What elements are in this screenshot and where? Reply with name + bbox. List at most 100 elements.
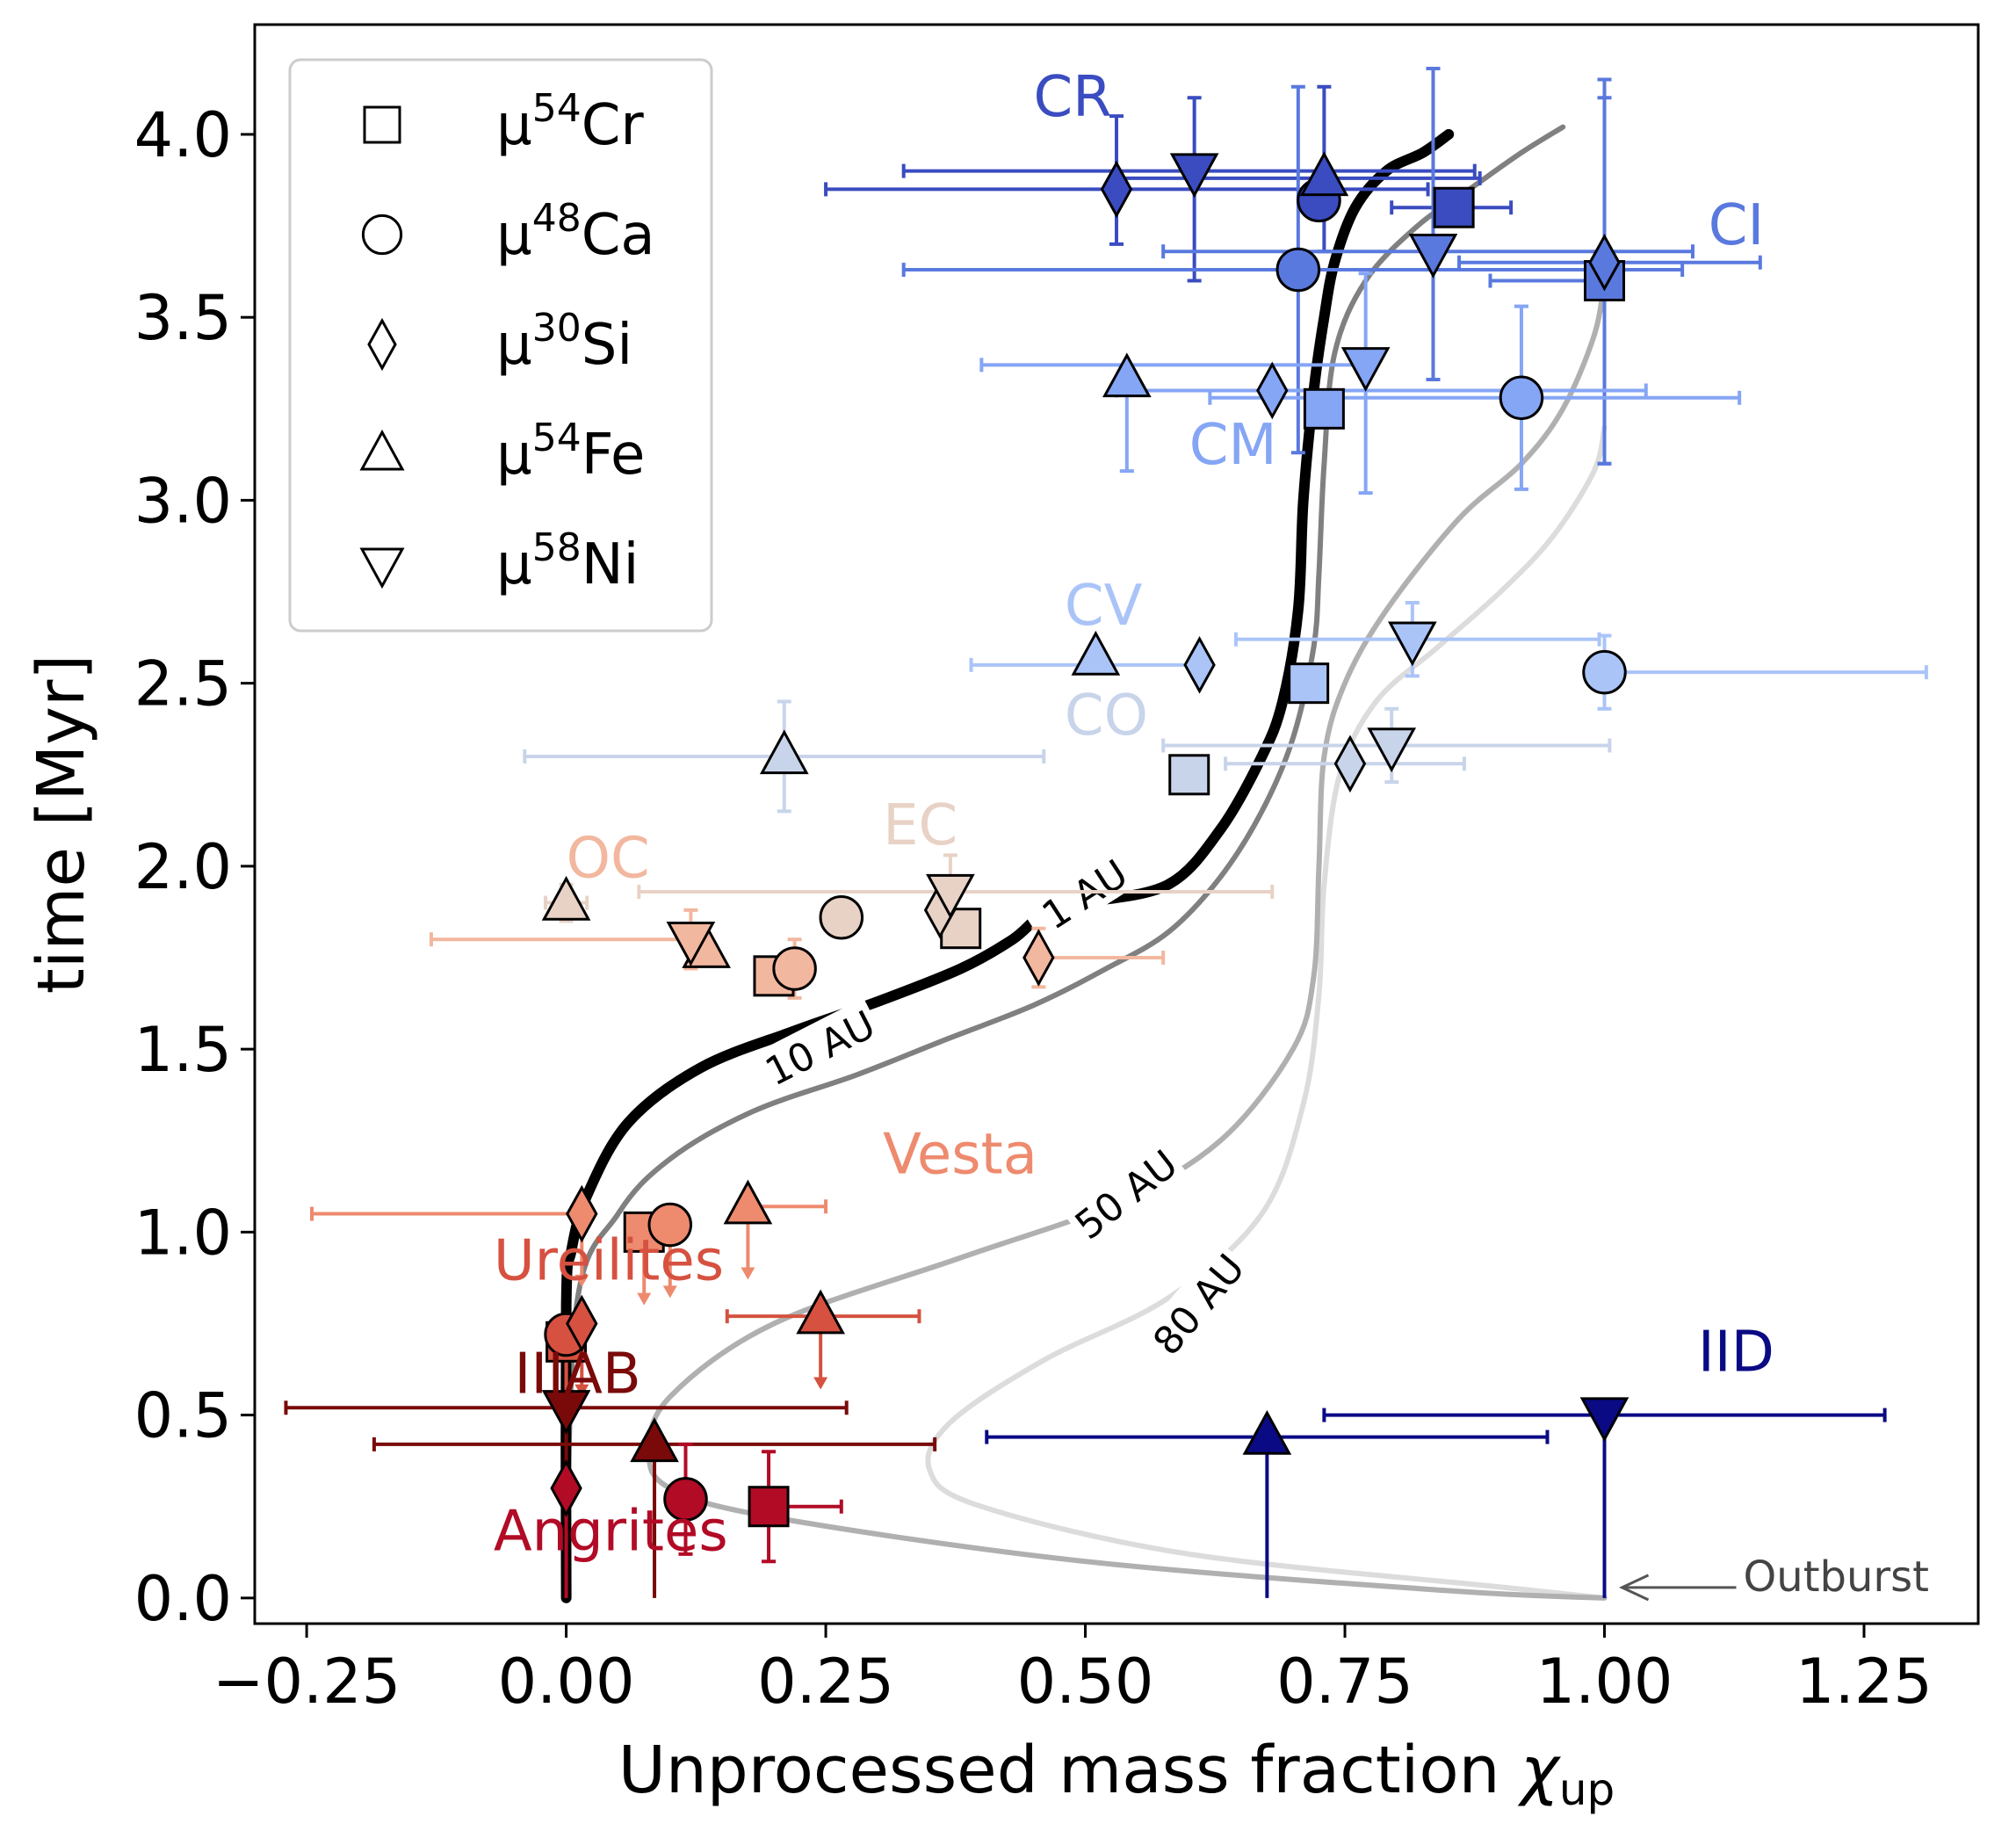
y-axis-title: time [Myr] — [24, 655, 99, 995]
marker-ec-triangle-down — [926, 873, 975, 919]
y-tick-label: 1.0 — [134, 1197, 232, 1269]
marker-ureilites-diamond — [566, 1294, 598, 1353]
marker-oc-triangle-down — [666, 921, 716, 966]
legend-entry-element: Ni — [582, 532, 639, 597]
legend-marker-triangle-down — [359, 547, 405, 590]
marker-cm-circle — [1499, 375, 1544, 421]
upper-limit-arrowhead-vesta — [741, 1267, 755, 1280]
x-tick-label: 1.25 — [1796, 1646, 1933, 1718]
x-axis-title-subscript: up — [1559, 1764, 1615, 1815]
marker-angrites-diamond — [550, 1459, 582, 1517]
upper-limit-arrowhead-vesta — [637, 1292, 652, 1306]
y-tick-label: 1.5 — [134, 1014, 232, 1086]
group-label-co: CO — [1065, 684, 1148, 749]
marker-vesta-diamond — [566, 1184, 598, 1243]
marker-cv-triangle-down — [1388, 621, 1437, 667]
legend-marker-triangle-up — [359, 429, 405, 471]
legend-entry: μ48Ca — [496, 196, 655, 268]
contour-label-background — [1139, 1241, 1254, 1365]
x-tick-label: 1.00 — [1536, 1646, 1673, 1718]
x-tick-label: 0.00 — [498, 1646, 635, 1718]
marker-ureilites-triangle-up — [796, 1289, 845, 1335]
plot-frame — [253, 23, 1980, 1625]
x-tick-label: 0.50 — [1017, 1646, 1154, 1718]
x-axis: −0.25 0.00 0.25 0.50 0.75 1.00 1.25 — [213, 1624, 1933, 1718]
marker-cr-triangle-up — [1299, 151, 1349, 197]
legend-entry-prefix: μ — [496, 313, 532, 378]
y-tick-label: 0.5 — [134, 1380, 232, 1452]
upper-limit-arrowhead-vesta — [662, 1285, 677, 1299]
legend-entry-element: Ca — [582, 203, 655, 268]
marker-vesta-circle — [647, 1202, 693, 1248]
group-label-oc: OC — [567, 826, 650, 891]
legend-entry-prefix: μ — [496, 423, 532, 488]
legend-entry-prefix: μ — [496, 532, 532, 597]
legend-entry-prefix: μ — [496, 93, 532, 158]
marker-ci-diamond — [1588, 233, 1621, 292]
legend-entry-element: Fe — [582, 423, 646, 488]
marker-cv-square — [1288, 662, 1330, 705]
marker-cv-diamond — [1183, 636, 1216, 694]
group-label-iiiab: IIIAB — [514, 1342, 640, 1407]
marker-cm-square — [1303, 387, 1345, 430]
legend-entry: μ54Cr — [496, 86, 644, 158]
group-labels: CR CI CM CV CO EC OC Vesta Ureilites IIIAB Angrite… — [494, 65, 1774, 1565]
legend-entry-superscript: 58 — [532, 525, 582, 570]
y-tick-label: 3.5 — [134, 282, 232, 354]
group-label-cr: CR — [1033, 65, 1111, 130]
legend-entry-superscript: 30 — [532, 306, 582, 351]
marker-ec-circle — [819, 894, 864, 940]
legend-entry-superscript: 54 — [532, 416, 582, 460]
marker-cm-diamond — [1256, 361, 1289, 420]
x-axis-title-symbol: χ — [1517, 1733, 1562, 1808]
group-label-cv: CV — [1065, 574, 1143, 639]
x-tick-label: 0.75 — [1276, 1646, 1413, 1718]
marker-ec-triangle-up — [541, 875, 591, 921]
outburst-arrow-head — [1618, 1574, 1650, 1602]
marker-angrites-square — [748, 1486, 790, 1528]
marker-iid-triangle-down — [1579, 1397, 1629, 1443]
marker-cr-triangle-down — [1169, 153, 1219, 199]
group-label-ec: EC — [883, 793, 957, 858]
legend-entry-superscript: 54 — [532, 86, 582, 131]
group-label-angrites: Angrites — [494, 1500, 728, 1565]
group-label-cm: CM — [1189, 413, 1277, 478]
marker-ci-triangle-down — [1408, 234, 1458, 279]
legend-entry-prefix: μ — [496, 203, 532, 268]
y-tick-label: 2.0 — [134, 831, 232, 903]
legend-entry-element: Cr — [582, 93, 645, 158]
marker-cm-triangle-down — [1340, 347, 1391, 392]
marker-cv-triangle-up — [1071, 630, 1121, 676]
curve-80-au — [925, 424, 1608, 1601]
marker-vesta-triangle-up — [723, 1179, 773, 1225]
marker-cm-triangle-up — [1102, 352, 1152, 398]
y-tick-label: 2.5 — [134, 648, 232, 720]
marker-ci-circle — [1275, 247, 1321, 293]
group-label-iid: IID — [1698, 1321, 1774, 1386]
marker-cv-circle — [1582, 649, 1627, 695]
legend-entry: μ54Fe — [496, 416, 645, 488]
legend-marker-diamond — [367, 317, 397, 372]
group-label-ci: CI — [1709, 193, 1765, 258]
legend-marker-square — [363, 105, 401, 144]
y-tick-label: 4.0 — [134, 99, 232, 171]
legend-entry-superscript: 48 — [532, 196, 582, 241]
marker-co-square — [1168, 754, 1210, 796]
marker-iiiab-triangle-down — [541, 1390, 591, 1435]
curve-1-au — [560, 128, 1455, 1603]
y-tick-label: 0.0 — [134, 1563, 232, 1635]
legend-marker-circle — [361, 213, 403, 256]
marker-iid-triangle-up — [1242, 1409, 1292, 1455]
outburst-annotation: Outburst — [1618, 1552, 1929, 1602]
upper-limit-arrowhead-vesta — [574, 1274, 589, 1287]
group-label-vesta: Vesta — [883, 1123, 1037, 1188]
marker-angrites-circle — [663, 1477, 708, 1522]
legend-entry: μ58Ni — [496, 525, 639, 597]
x-tick-label: 0.25 — [757, 1646, 894, 1718]
legend-entry-element: Si — [582, 313, 632, 378]
marker-cr-square — [1433, 186, 1475, 228]
marker-co-diamond — [1333, 734, 1367, 793]
marker-oc-diamond — [1022, 929, 1055, 987]
